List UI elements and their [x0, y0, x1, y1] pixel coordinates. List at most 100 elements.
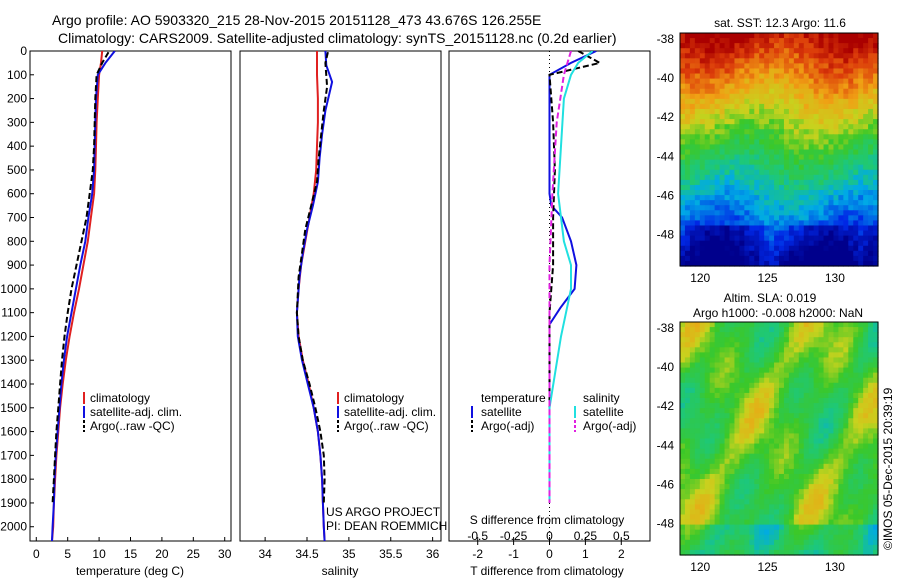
sst-map-cell	[838, 250, 844, 257]
sla-map-cell	[868, 534, 874, 541]
sla-map-cell	[719, 484, 726, 490]
sst-map-cell	[779, 58, 785, 64]
sla-map-cell	[764, 499, 770, 505]
sst-map-cell	[798, 88, 805, 95]
sst-map-cell	[749, 210, 755, 216]
sla-map-cell	[828, 463, 835, 470]
sst-map-cell	[833, 43, 839, 49]
sst-map-cell	[719, 230, 726, 237]
sst-map-cell	[823, 124, 830, 130]
sst-map-cell	[833, 78, 839, 85]
sst-map-cell	[798, 215, 805, 222]
sst-map-cell	[788, 215, 795, 222]
sla-map-cell	[843, 458, 849, 465]
sla-map-cell	[764, 327, 770, 333]
sla-map-cell	[774, 387, 780, 394]
sla-map-cell	[858, 509, 864, 516]
sla-map-cell	[848, 372, 854, 379]
sla-map-cell	[749, 397, 755, 404]
sst-map-cell	[833, 250, 839, 257]
sst-map-cell	[843, 144, 849, 151]
sst-map-cell	[828, 190, 835, 196]
sst-map-cell	[863, 240, 869, 247]
sla-map-cell	[858, 372, 864, 379]
sla-map-cell	[769, 499, 775, 505]
sst-map-cell	[719, 38, 726, 44]
sst-map-cell	[699, 98, 706, 105]
sla-map-cell	[848, 347, 854, 353]
sst-map-cell	[833, 210, 839, 216]
sla-map-cell	[699, 473, 706, 480]
sst-map-cell	[719, 245, 726, 252]
sla-map-cell	[863, 382, 869, 389]
sst-map-cell	[684, 124, 691, 130]
sla-map-cell	[739, 423, 745, 429]
sla-map-cell	[788, 428, 795, 435]
legend-temperature-title: temperature	[481, 391, 546, 405]
sla-map-cell	[838, 377, 844, 384]
sla-map-cell	[823, 327, 830, 333]
sla-map-cell	[833, 524, 839, 531]
sst-map-cell	[779, 108, 785, 115]
sla-map-cell	[684, 463, 691, 470]
sla-map-cell	[848, 397, 854, 404]
sla-map-cell	[744, 428, 750, 435]
sla-map-cell	[729, 453, 736, 460]
sla-map-cell	[823, 443, 830, 450]
sla-map-cell	[759, 499, 765, 505]
sla-map-cell	[704, 382, 711, 389]
sst-map-cell	[739, 129, 745, 135]
sst-map-cell	[759, 98, 765, 105]
legend-climatology-label: climatology	[344, 391, 404, 405]
sla-map-cell	[689, 479, 696, 485]
sla-map-cell	[774, 524, 780, 531]
sla-map-cell	[838, 327, 844, 333]
sla-map-cell	[739, 524, 745, 531]
sst-map-cell	[853, 154, 859, 161]
sla-map-cell	[818, 443, 825, 450]
sla-map-cell	[823, 544, 830, 551]
sst-map-cell	[749, 43, 755, 49]
sla-map-cell	[699, 484, 706, 490]
sst-map-cell	[808, 83, 815, 90]
sla-map-cell	[868, 392, 874, 399]
sst-map-cell	[724, 134, 731, 140]
sst-map-cell	[724, 179, 731, 186]
sla-map-cell	[798, 387, 805, 394]
sst-map-cell	[783, 129, 790, 135]
sst-map-cell	[709, 169, 716, 176]
sla-map-cell	[764, 514, 770, 521]
sla-map-cell	[709, 473, 716, 480]
sla-map-cell	[858, 539, 864, 546]
sla-map-cell	[783, 544, 790, 551]
sst-map-cell	[788, 124, 795, 130]
sla-map-cell	[833, 499, 839, 505]
sst-map-cell	[729, 73, 736, 80]
sla-map-cell	[699, 408, 706, 414]
sst-map-cell	[680, 164, 686, 171]
sst-map-cell	[744, 63, 750, 70]
sla-map-cell	[803, 377, 810, 384]
sla-map-cell	[769, 539, 775, 546]
sla-map-cell	[754, 413, 760, 419]
sla-map-cell	[714, 514, 721, 521]
sst-map-cell	[729, 78, 736, 85]
sst-map-cell	[803, 78, 810, 85]
sla-map-cell	[833, 372, 839, 379]
sst-map-cell	[868, 93, 874, 100]
sst-map-cell	[843, 114, 849, 120]
sst-map-cell	[808, 215, 815, 222]
sst-map-cell	[719, 98, 726, 105]
sla-map-cell	[699, 494, 706, 500]
sst-map-cell	[749, 38, 755, 44]
sla-map-cell	[798, 322, 805, 328]
sla-map-cell	[699, 489, 706, 495]
sla-map-cell	[838, 357, 844, 364]
sst-map-cell	[714, 38, 721, 44]
sla-map-cell	[764, 403, 770, 409]
sla-map-cell	[759, 392, 765, 399]
sla-map-cell	[749, 443, 755, 450]
sst-map-cell	[798, 73, 805, 80]
sla-map-cell	[779, 347, 785, 353]
sst-map-cell	[843, 124, 849, 130]
